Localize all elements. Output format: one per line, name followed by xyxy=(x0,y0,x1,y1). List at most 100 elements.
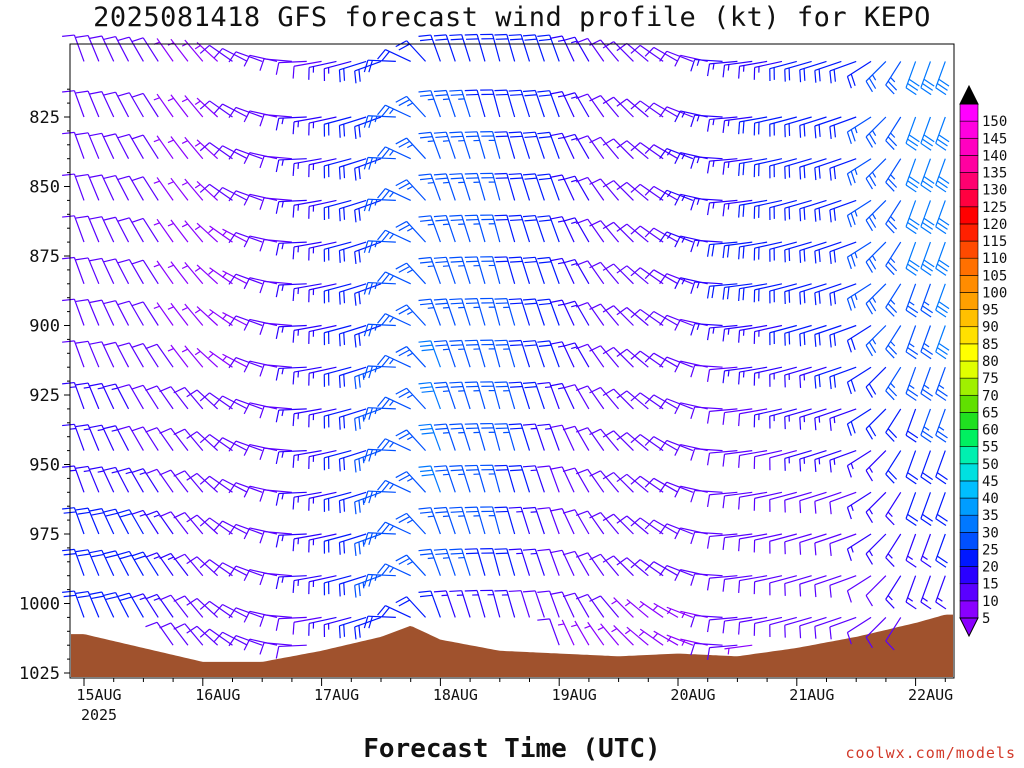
barb-staff xyxy=(293,199,322,206)
barb-full xyxy=(292,205,295,218)
barb-staff xyxy=(476,131,486,159)
wind-barb xyxy=(846,408,872,436)
barb-full xyxy=(395,220,407,228)
colorbar-tick-label: 20 xyxy=(982,560,999,576)
barb-full xyxy=(338,125,341,138)
wind-barb xyxy=(194,306,219,326)
wind-barb xyxy=(799,116,827,138)
wind-barb xyxy=(846,158,872,186)
barb-staff xyxy=(613,513,634,535)
wind-barb xyxy=(508,34,531,62)
wind-barb xyxy=(690,573,723,586)
barb-full xyxy=(537,256,550,260)
barb-staff xyxy=(799,158,827,168)
barb-half xyxy=(530,511,537,513)
wind-barb xyxy=(449,256,471,284)
barb-full xyxy=(799,458,802,472)
wind-barb xyxy=(194,222,219,243)
barb-full xyxy=(616,181,628,191)
barb-staff xyxy=(324,533,352,542)
wind-barb xyxy=(208,267,233,285)
barb-staff xyxy=(613,472,634,493)
barb-full xyxy=(575,176,588,183)
barb-staff xyxy=(694,197,723,201)
wind-barb xyxy=(722,283,753,300)
wind-barb xyxy=(905,575,917,610)
barb-full xyxy=(510,38,523,41)
wind-barb xyxy=(75,132,100,159)
wind-barb xyxy=(199,44,233,62)
barb-full xyxy=(381,273,390,284)
barb-half xyxy=(374,533,378,540)
barb-half xyxy=(611,600,618,605)
wind-barb xyxy=(153,218,174,243)
barb-full xyxy=(433,506,447,510)
barb-full xyxy=(131,92,144,98)
barb-full xyxy=(549,341,563,345)
wind-barb xyxy=(575,135,605,160)
barb-staff xyxy=(709,575,738,579)
wind-barb xyxy=(508,339,531,368)
barb-full xyxy=(89,424,102,429)
barb-full xyxy=(833,166,836,180)
barb-full xyxy=(186,431,198,440)
barb-staff xyxy=(339,324,367,335)
barb-half xyxy=(427,181,434,184)
barb-half xyxy=(427,223,434,226)
barb-full xyxy=(814,292,817,306)
barb-full xyxy=(562,509,576,514)
wind-barb xyxy=(602,471,634,493)
barb-full xyxy=(358,208,361,221)
wind-barb xyxy=(464,131,486,159)
colorbar-swatch xyxy=(959,120,979,139)
barb-staff xyxy=(769,199,797,209)
barb-staff xyxy=(430,590,441,618)
barb-staff xyxy=(639,308,664,326)
wind-barb xyxy=(159,511,189,535)
barb-full xyxy=(522,214,536,218)
barb-full xyxy=(398,307,410,315)
barb-full xyxy=(228,565,237,577)
barb-half xyxy=(69,427,77,430)
barb-full xyxy=(510,302,523,305)
barb-full xyxy=(706,536,711,549)
wind-barb xyxy=(167,302,189,326)
barb-staff xyxy=(814,199,842,210)
barb-staff xyxy=(339,241,367,252)
barb-staff xyxy=(142,93,159,118)
wind-barb xyxy=(131,468,159,493)
barb-staff xyxy=(549,173,560,201)
barb-staff xyxy=(87,424,100,451)
barb-staff xyxy=(626,223,649,243)
wind-barb xyxy=(905,450,919,485)
barb-staff xyxy=(222,478,248,493)
barb-full xyxy=(259,489,265,502)
barb-full xyxy=(659,440,668,451)
barb-full xyxy=(75,507,89,511)
barb-full xyxy=(562,217,576,222)
barb-full xyxy=(173,386,186,394)
wind-barb xyxy=(522,381,545,410)
barb-half xyxy=(374,491,378,498)
wind-barb xyxy=(480,548,501,576)
barb-staff xyxy=(184,428,204,451)
barb-staff xyxy=(278,616,307,620)
wind-barb xyxy=(814,491,842,514)
barb-staff xyxy=(739,60,768,67)
barb-half xyxy=(442,348,450,351)
barb-full xyxy=(630,392,641,402)
barb-full xyxy=(602,346,614,355)
wind-barb xyxy=(62,173,85,201)
barb-half xyxy=(818,458,821,465)
barb-staff xyxy=(73,424,85,451)
barb-full xyxy=(433,548,447,551)
barb-staff xyxy=(574,134,590,159)
barb-half xyxy=(221,355,227,362)
barb-staff xyxy=(491,423,501,451)
barb-staff xyxy=(920,408,932,436)
barb-full xyxy=(706,286,711,299)
barb-full xyxy=(575,93,588,100)
barb-staff xyxy=(445,507,456,535)
barb-full xyxy=(865,344,873,357)
barb-half xyxy=(442,557,450,559)
